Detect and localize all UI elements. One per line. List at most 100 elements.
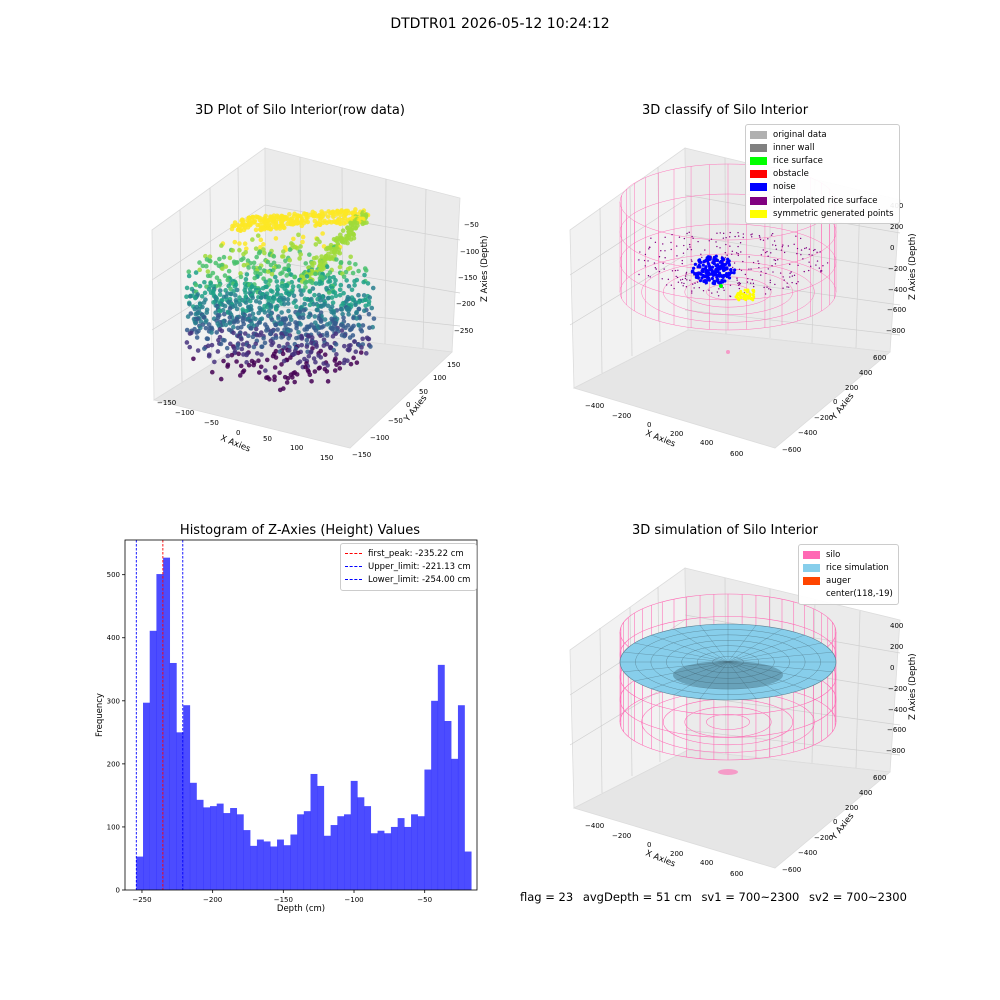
noise-point <box>701 268 705 272</box>
raw-point <box>353 261 358 267</box>
raw-point <box>217 292 223 297</box>
raw-point <box>204 263 209 269</box>
raw-point <box>205 336 211 342</box>
interpolated-point <box>762 239 765 241</box>
interpolated-point <box>661 278 663 280</box>
raw-point <box>269 271 275 277</box>
interpolated-point <box>803 270 805 273</box>
raw-point <box>347 260 352 266</box>
raw-point <box>202 279 207 285</box>
sim-ztick: −600 <box>887 726 906 734</box>
histogram-title: Histogram of Z-Axies (Height) Values <box>179 523 421 538</box>
symmetric-point <box>735 293 739 297</box>
sim-ytick: 600 <box>873 774 886 782</box>
histogram-bar <box>183 705 191 890</box>
interpolated-point <box>662 243 664 245</box>
histogram-reference-lines <box>135 540 184 890</box>
interpolated-point <box>747 277 749 280</box>
raw-point <box>287 211 292 217</box>
raw-point <box>275 327 280 332</box>
sim-xtick: 400 <box>700 859 713 867</box>
noise-point <box>733 268 737 272</box>
raw-point <box>238 363 244 369</box>
raw-xtick: −100 <box>175 409 194 417</box>
interpolated-point <box>811 254 813 256</box>
raw-point <box>313 328 319 333</box>
interpolated-point <box>700 253 702 255</box>
interpolated-point <box>638 259 640 261</box>
legend-swatch <box>750 143 767 152</box>
raw-point <box>263 368 268 373</box>
raw-point <box>325 295 331 301</box>
raw-point <box>268 305 274 310</box>
raw-point <box>243 246 249 251</box>
interpolated-point <box>787 286 790 288</box>
symmetric-point <box>745 290 749 294</box>
avg-depth-text: avgDepth = 51 cm <box>582 890 692 904</box>
raw-point <box>264 328 269 333</box>
raw-point <box>227 255 233 261</box>
interpolated-point <box>682 285 684 287</box>
raw-point <box>303 364 308 370</box>
raw-point <box>339 307 345 312</box>
interpolated-point <box>696 281 699 283</box>
raw-point <box>367 295 373 300</box>
raw-point <box>346 308 351 314</box>
raw-point <box>253 227 259 233</box>
rice-surface-mesh <box>727 628 783 663</box>
raw-point <box>367 325 372 331</box>
raw-point <box>279 362 284 367</box>
histogram-bar <box>350 780 358 890</box>
raw-point <box>258 227 264 233</box>
raw-ztick: −150 <box>458 274 477 282</box>
interpolated-point <box>772 271 774 273</box>
raw-point <box>253 246 259 251</box>
raw-point <box>338 212 343 218</box>
rice-surface-mesh <box>727 625 757 663</box>
raw-point <box>353 349 359 355</box>
classify-grid <box>569 157 901 374</box>
raw-point <box>184 327 190 333</box>
raw-point <box>360 221 365 227</box>
noise-point <box>690 270 694 274</box>
interpolated-point <box>737 284 740 286</box>
legend-item: auger <box>803 574 893 587</box>
raw-point <box>326 290 332 295</box>
raw-point <box>319 304 324 309</box>
interpolated-point <box>795 235 797 237</box>
raw-plot-title: 3D Plot of Silo Interior(row data) <box>195 103 405 118</box>
raw-point <box>257 332 262 338</box>
raw-point <box>331 347 337 353</box>
histogram-axes-frame <box>124 539 478 891</box>
raw-point <box>230 248 235 253</box>
rice-surface-mesh <box>727 661 783 696</box>
rice-surface-mesh <box>727 642 822 663</box>
rice-surface-mesh <box>623 661 729 672</box>
raw-point <box>326 279 331 284</box>
raw-point <box>205 273 211 279</box>
raw-point <box>308 350 314 355</box>
histogram-y-axis-label: Frequency <box>95 693 105 737</box>
interpolated-point <box>737 253 739 255</box>
interpolated-point <box>667 278 670 281</box>
histogram-x-tick-label: −50 <box>417 896 432 904</box>
interpolated-point <box>775 248 778 250</box>
interpolated-point <box>676 255 678 257</box>
raw-point <box>281 358 287 364</box>
interpolated-point <box>681 262 683 265</box>
raw-point <box>292 379 297 385</box>
raw-point <box>239 346 245 352</box>
raw-point <box>351 232 357 238</box>
interpolated-point <box>686 279 688 281</box>
raw-point <box>217 288 223 293</box>
raw-3d-plot: −150 −100 −50 0 50 100 150 150 100 50 0 … <box>151 147 490 462</box>
interpolated-point <box>769 288 772 291</box>
noise-point <box>727 262 731 266</box>
histogram-bar <box>169 662 177 890</box>
rice-surface-mesh <box>623 652 729 663</box>
raw-point <box>223 264 229 269</box>
raw-point <box>310 286 316 291</box>
interpolated-point <box>677 269 679 272</box>
raw-point <box>302 327 307 332</box>
histogram-x-tick-label: −200 <box>203 896 222 904</box>
